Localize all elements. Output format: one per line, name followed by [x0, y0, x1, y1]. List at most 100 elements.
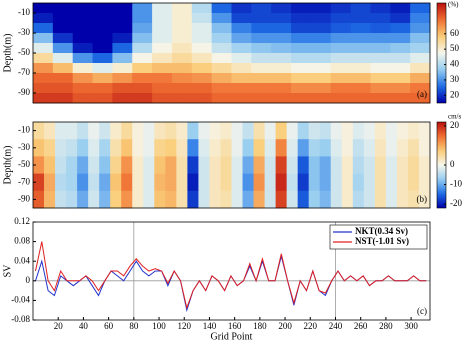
colorbar-tick-label: -10	[450, 179, 462, 189]
x-tick-label: 80	[129, 321, 139, 331]
heat-cell	[271, 33, 292, 44]
y-tick-label: -90	[18, 193, 30, 203]
heat-cell	[363, 139, 376, 157]
heat-cell	[286, 122, 299, 140]
heat-cell	[112, 83, 133, 94]
heat-cell	[251, 3, 272, 14]
heat-cell	[110, 139, 122, 157]
heat-cell	[308, 139, 321, 157]
heat-cell	[231, 53, 252, 64]
heat-cell	[66, 156, 78, 174]
heat-cell	[132, 73, 153, 84]
heat-cell	[152, 33, 173, 44]
heat-cell	[191, 53, 213, 64]
heat-cell	[132, 190, 144, 209]
heat-cell	[165, 122, 177, 140]
heat-cell	[77, 139, 89, 157]
heat-cell	[410, 3, 431, 14]
heat-cell	[410, 73, 431, 84]
heat-cell	[363, 122, 376, 140]
heat-cell	[121, 173, 133, 192]
heat-cell	[310, 13, 332, 24]
heat-cell	[92, 83, 113, 94]
heat-cell	[33, 156, 45, 174]
heat-cell	[154, 190, 166, 209]
heat-cell	[52, 43, 74, 54]
heat-cell	[72, 53, 93, 64]
heat-cell	[410, 33, 431, 44]
heat-cell	[33, 93, 54, 104]
heat-cell	[44, 122, 56, 140]
heat-cell	[176, 139, 188, 157]
heat-cell	[110, 190, 122, 209]
heat-cell	[370, 83, 391, 94]
heat-cell	[242, 122, 254, 140]
heat-cell	[374, 139, 387, 157]
heat-cell	[176, 173, 188, 192]
heat-cell	[72, 83, 93, 94]
x-tick-label: 40	[79, 321, 89, 331]
heat-cell	[310, 63, 332, 74]
heat-cell	[92, 13, 113, 24]
heat-cell	[143, 122, 155, 140]
heat-cell	[52, 83, 74, 94]
heat-cell	[92, 43, 113, 54]
heat-cell	[121, 156, 133, 174]
heat-cell	[319, 122, 332, 140]
heat-cell	[112, 63, 133, 74]
heat-cell	[152, 93, 173, 104]
heat-cell	[418, 122, 431, 140]
heat-cell	[231, 33, 252, 44]
heat-cell	[271, 43, 292, 54]
x-tick-label: 180	[253, 321, 267, 331]
heat-cell	[88, 156, 100, 174]
heat-cell	[253, 139, 265, 157]
heat-cell	[308, 156, 321, 174]
heat-cell	[350, 53, 371, 64]
heat-cell	[385, 173, 398, 192]
heat-cell	[33, 23, 54, 34]
heat-cell	[66, 190, 78, 209]
heat-cell	[251, 63, 272, 74]
heat-cell	[350, 43, 371, 54]
heat-cell	[275, 173, 288, 192]
heat-cell	[319, 190, 332, 209]
heat-cell	[253, 173, 265, 192]
heat-cell	[251, 73, 272, 84]
heat-cell	[187, 173, 199, 192]
heat-cell	[72, 93, 93, 104]
heat-cell	[330, 139, 343, 157]
heat-cell	[112, 43, 133, 54]
heat-cell	[33, 122, 45, 140]
heat-cell	[152, 63, 173, 74]
heat-cell	[231, 63, 252, 74]
heat-cell	[44, 139, 56, 157]
heat-cell	[350, 83, 371, 94]
heat-cell	[310, 3, 332, 14]
heat-cell	[143, 173, 155, 192]
heat-cell	[33, 73, 54, 84]
heat-cell	[132, 63, 153, 74]
heat-cell	[66, 173, 78, 192]
heat-cell	[390, 83, 411, 94]
heat-cell	[211, 13, 232, 24]
heat-cell	[350, 23, 371, 34]
heat-cell	[88, 139, 100, 157]
y-tick-label: -10	[18, 125, 30, 135]
heat-cell	[291, 43, 312, 54]
heat-cell	[242, 156, 254, 174]
heat-cell	[297, 190, 310, 209]
heat-cell	[341, 156, 354, 174]
y-tick-label: -70	[18, 176, 30, 186]
heat-cell	[308, 190, 321, 209]
heat-cell	[152, 23, 173, 34]
heat-cell	[92, 63, 113, 74]
heat-cell	[154, 173, 166, 192]
heat-cell	[92, 53, 113, 64]
heat-cell	[176, 122, 188, 140]
x-tick-label: 160	[228, 321, 242, 331]
heat-cell	[310, 43, 332, 54]
heat-cell	[187, 122, 199, 140]
heat-cell	[350, 73, 371, 84]
heat-cell	[132, 43, 153, 54]
